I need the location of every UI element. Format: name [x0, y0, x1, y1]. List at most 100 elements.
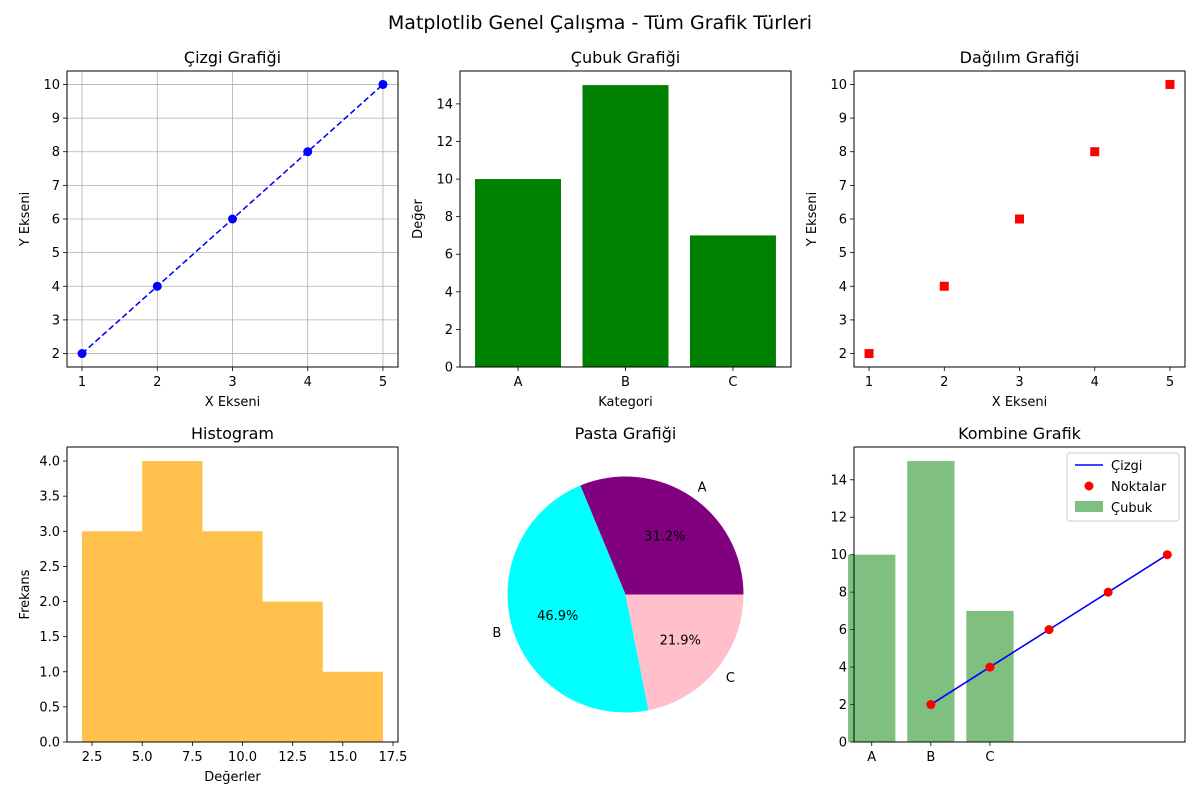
x-tick-label-bar-1: B: [621, 375, 630, 390]
axes-frame-combo: [853, 446, 1186, 743]
scatter-point-1: [939, 281, 949, 291]
scatter-point-2: [1015, 214, 1024, 224]
line-point-2: [228, 214, 237, 224]
x-tick-label-line-1: 2: [153, 375, 161, 390]
pie-category-label-A: A: [698, 481, 707, 496]
x-tick-label-line-4: 5: [379, 375, 387, 390]
x-tick-label-scatter-2: 3: [1015, 375, 1023, 390]
x-tick-label-line-3: 4: [304, 375, 312, 390]
y-tick-label-bar-3: 6: [445, 248, 453, 263]
pie-slice-A: [580, 476, 744, 595]
hist-bin-4: [322, 671, 383, 742]
pie-category-label-C: C: [726, 671, 735, 686]
axes-frame-bar: [459, 70, 792, 368]
scatter-point-3: [1090, 147, 1100, 157]
combo-point-3: [1103, 587, 1113, 597]
y-tick-label-line-7: 9: [52, 112, 60, 127]
x-tick-label-hist-6: 17.5: [379, 750, 408, 765]
y-tick-label-scatter-8: 10: [830, 78, 847, 93]
combo-point-4: [1162, 550, 1172, 560]
bar-A: [475, 179, 562, 367]
line-point-3: [303, 147, 313, 157]
hist-bin-1: [142, 461, 203, 742]
figure-title: Matplotlib Genel Çalışma - Tüm Grafik Tü…: [387, 12, 813, 34]
line-point-1: [152, 281, 162, 291]
axes-frame-hist: [66, 446, 399, 743]
y-tick-label-hist-3: 1.5: [39, 630, 60, 645]
x-tick-label-combo-2: C: [985, 750, 994, 765]
legend-bar-swatch: [1075, 501, 1103, 512]
x-tick-label-hist-2: 7.5: [182, 750, 203, 765]
x-tick-label-line-0: 1: [78, 375, 86, 390]
x-tick-label-bar-2: C: [728, 375, 737, 390]
combo-point-2: [1044, 625, 1054, 635]
y-tick-label-combo-6: 12: [830, 511, 847, 526]
combo-point-1: [985, 662, 995, 672]
y-tick-label-bar-0: 0: [445, 361, 453, 376]
bar-B: [582, 85, 669, 367]
x-tick-label-scatter-4: 5: [1166, 375, 1174, 390]
y-tick-label-bar-7: 14: [436, 97, 453, 112]
x-tick-label-hist-3: 10.0: [228, 750, 257, 765]
y-tick-label-scatter-0: 2: [839, 347, 847, 362]
y-tick-label-hist-5: 2.5: [39, 560, 60, 575]
y-tick-label-scatter-7: 9: [839, 112, 847, 127]
subplot-title-bar: Çubuk Grafiği: [571, 48, 680, 67]
subplot-title-pie: Pasta Grafiği: [575, 424, 677, 443]
scatter-point-4: [1165, 79, 1175, 89]
x-tick-label-scatter-0: 1: [865, 375, 873, 390]
y-tick-label-scatter-5: 7: [839, 179, 847, 194]
x-axis-label-hist: Değerler: [204, 770, 261, 785]
y-tick-label-scatter-1: 3: [839, 313, 847, 328]
axes-frame-scatter: [853, 70, 1186, 368]
y-tick-label-line-6: 8: [52, 145, 60, 160]
y-tick-label-bar-4: 8: [445, 210, 453, 225]
scatter-point-0: [864, 349, 874, 359]
y-tick-label-line-2: 4: [52, 280, 60, 295]
x-tick-label-hist-5: 15.0: [328, 750, 357, 765]
x-tick-label-scatter-1: 2: [940, 375, 948, 390]
hist-bin-3: [262, 601, 323, 742]
y-tick-label-hist-2: 1.0: [39, 665, 60, 680]
y-axis-label-line: Y Ekseni: [18, 192, 33, 247]
legend-point-swatch: [1084, 481, 1094, 491]
hist-bin-2: [202, 531, 263, 742]
y-tick-label-hist-0: 0.0: [39, 736, 60, 751]
y-tick-label-combo-7: 14: [830, 473, 847, 488]
x-axis-label-line: X Ekseni: [205, 395, 260, 410]
x-tick-label-combo-1: B: [926, 750, 935, 765]
y-tick-label-combo-3: 6: [839, 623, 847, 638]
legend-label-0: Çizgi: [1111, 459, 1142, 474]
x-tick-label-combo-0: A: [867, 750, 876, 765]
combo-bar-C: [966, 610, 1014, 742]
pie-percent-label-A: 31.2%: [644, 530, 685, 545]
y-tick-label-line-3: 5: [52, 246, 60, 261]
axes-frame-line: [66, 70, 399, 368]
y-tick-label-bar-1: 2: [445, 323, 453, 338]
y-tick-label-combo-5: 10: [830, 548, 847, 563]
pie-category-label-B: B: [492, 626, 501, 641]
pie-slice-C: [625, 594, 744, 711]
y-tick-label-scatter-2: 4: [839, 280, 847, 295]
y-tick-label-line-5: 7: [52, 179, 60, 194]
x-axis-label-bar: Kategori: [598, 395, 653, 410]
bar-C: [689, 235, 776, 367]
line-point-0: [77, 349, 87, 359]
line-point-4: [378, 79, 388, 89]
y-axis-label-hist: Frekans: [18, 569, 33, 619]
legend-label-1: Noktalar: [1111, 480, 1167, 495]
subplot-title-hist: Histogram: [191, 424, 274, 443]
y-tick-label-line-0: 2: [52, 347, 60, 362]
x-tick-label-hist-0: 2.5: [82, 750, 103, 765]
y-tick-label-combo-2: 4: [839, 661, 847, 676]
y-tick-label-line-8: 10: [43, 78, 60, 93]
subplot-title-scatter: Dağılım Grafiği: [960, 48, 1080, 67]
y-axis-label-bar: Değer: [411, 199, 426, 239]
y-tick-label-hist-1: 0.5: [39, 700, 60, 715]
y-tick-label-scatter-3: 5: [839, 246, 847, 261]
y-tick-label-bar-5: 10: [436, 173, 453, 188]
y-tick-label-hist-7: 3.5: [39, 490, 60, 505]
combo-point-0: [926, 700, 936, 710]
y-tick-label-line-4: 6: [52, 213, 60, 228]
